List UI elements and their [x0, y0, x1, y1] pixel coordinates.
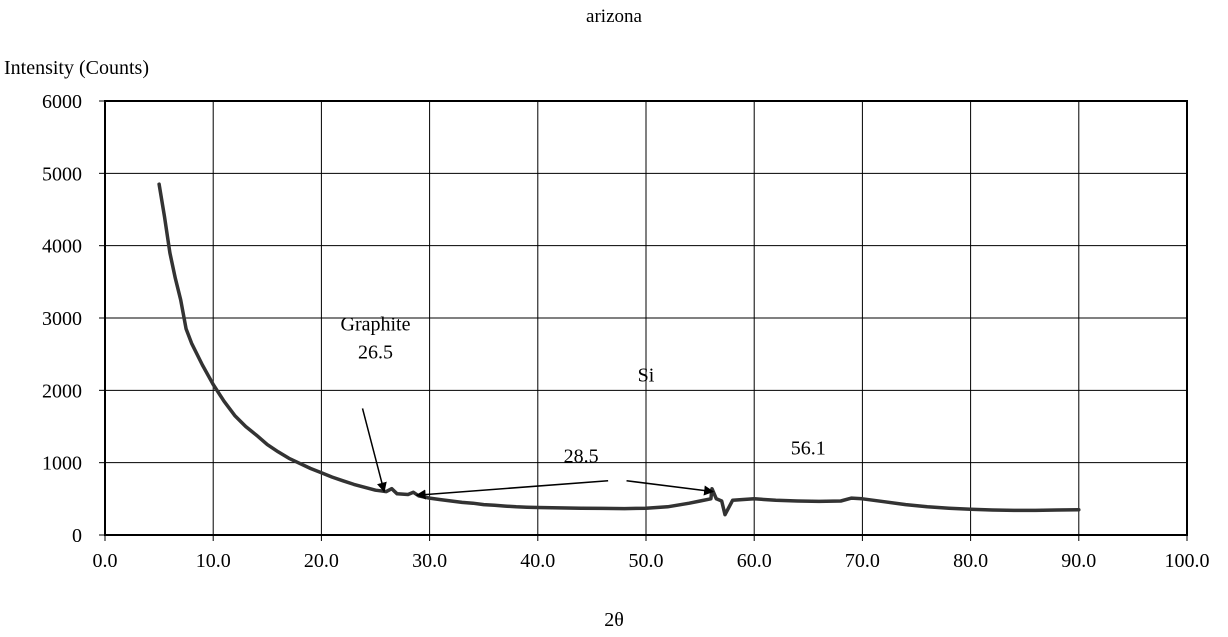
- annotation-arrow: [415, 480, 609, 500]
- x-tick-label: 20.0: [304, 550, 339, 572]
- y-tick-label: 6000: [42, 91, 82, 113]
- annotation-label: Si: [638, 365, 655, 387]
- x-tick-label: 80.0: [953, 550, 988, 572]
- chart-title: arizona: [586, 6, 642, 27]
- plot-frame: [104, 100, 1188, 536]
- x-tick-label: 90.0: [1061, 550, 1096, 572]
- x-tick-label: 60.0: [737, 550, 772, 572]
- annotation-arrow: [361, 408, 387, 493]
- x-tick-label: 70.0: [845, 550, 880, 572]
- x-tick-label: 100.0: [1165, 550, 1210, 572]
- x-tick-label: 40.0: [520, 550, 555, 572]
- y-tick-label: 5000: [42, 163, 82, 185]
- series-group: [157, 182, 1081, 517]
- y-tick-labels: 0 1000 2000 3000 4000 5000 6000: [42, 91, 82, 547]
- annotation-label: 26.5: [358, 341, 393, 363]
- annotation-label: 28.5: [564, 446, 599, 468]
- x-tick-label: 0.0: [93, 550, 118, 572]
- y-tick-label: 0: [72, 525, 82, 547]
- y-tick-label: 3000: [42, 308, 82, 330]
- y-tick-label: 4000: [42, 236, 82, 258]
- annotation-label: 56.1: [791, 438, 826, 460]
- x-axis-label: 2θ: [604, 609, 624, 631]
- series-line: [157, 182, 1081, 517]
- annotation-arrow: [626, 480, 715, 496]
- y-axis-label: Intensity (Counts): [4, 57, 149, 79]
- y-tick-label: 1000: [42, 453, 82, 475]
- x-tick-label: 10.0: [196, 550, 231, 572]
- x-tick-label: 50.0: [629, 550, 664, 572]
- x-tick-label: 30.0: [412, 550, 447, 572]
- y-tick-label: 2000: [42, 380, 82, 402]
- annotation-group: Graphite 26.5 28.5 Si 56.1: [341, 313, 826, 500]
- grid-lines: [99, 100, 1188, 541]
- x-tick-labels: 0.0 10.0 20.0 30.0 40.0 50.0 60.0 70.0 80.0 90.0 1…: [93, 550, 1210, 572]
- annotation-label: Graphite: [341, 313, 411, 335]
